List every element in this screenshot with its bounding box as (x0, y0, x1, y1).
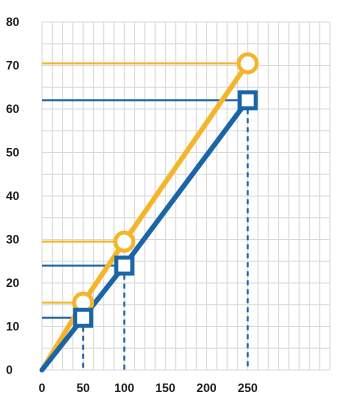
data-point (114, 255, 135, 276)
x-tick-label: 50 (76, 381, 90, 395)
data-point (236, 52, 259, 75)
series-line (39, 97, 251, 373)
data-point (113, 230, 136, 253)
series-line (39, 60, 251, 373)
y-tick-label: 20 (6, 276, 20, 290)
y-tick-label: 50 (6, 146, 20, 160)
x-tick-label: 250 (238, 381, 258, 395)
data-point (73, 307, 94, 328)
y-tick-label: 70 (6, 59, 20, 73)
data-point (237, 90, 258, 111)
x-tick-label: 150 (155, 381, 175, 395)
y-tick-label: 60 (6, 102, 20, 116)
y-tick-label: 40 (6, 189, 20, 203)
x-tick-label: 0 (39, 381, 46, 395)
x-tick-label: 100 (114, 381, 134, 395)
y-tick-label: 10 (6, 320, 20, 334)
y-tick-label: 80 (6, 15, 20, 29)
y-tick-label: 0 (6, 363, 13, 377)
x-tick-label: 200 (197, 381, 217, 395)
y-tick-label: 30 (6, 233, 20, 247)
